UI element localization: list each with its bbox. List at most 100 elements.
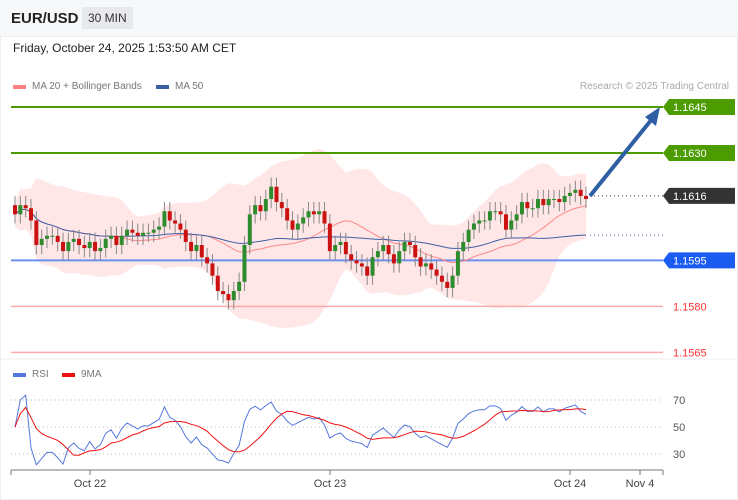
candle xyxy=(167,202,172,230)
candle xyxy=(13,195,17,224)
candle xyxy=(109,226,114,249)
candle xyxy=(514,205,519,230)
candle-body xyxy=(562,195,567,203)
candle-body xyxy=(333,245,338,252)
legend-ma20-label: MA 20 + Bollinger Bands xyxy=(32,81,142,92)
candle xyxy=(397,241,402,273)
candle xyxy=(130,220,135,242)
rsi-line xyxy=(14,394,587,466)
candle-body xyxy=(439,275,444,282)
candle-body xyxy=(535,199,540,209)
candle xyxy=(87,232,92,258)
candle xyxy=(98,238,103,261)
candle xyxy=(429,254,434,279)
candle-body xyxy=(434,269,439,276)
resistance-label: 1.1645 xyxy=(673,102,707,114)
candle-body xyxy=(183,229,188,242)
candle-body xyxy=(327,223,332,252)
candle xyxy=(66,232,71,261)
candle-body xyxy=(98,248,103,252)
pivot-label: 1.1595 xyxy=(673,255,707,267)
candle-body xyxy=(130,229,135,233)
candle-body xyxy=(61,241,66,252)
candle-body xyxy=(55,235,60,242)
candle xyxy=(482,211,487,230)
candle xyxy=(226,284,231,310)
candle-body xyxy=(429,263,434,270)
candle-body xyxy=(573,189,578,193)
candle xyxy=(455,241,460,285)
candle xyxy=(39,229,44,255)
candle xyxy=(423,254,428,276)
legend-ma50: MA 50 xyxy=(156,81,203,92)
candle xyxy=(162,202,167,236)
candle xyxy=(55,226,60,252)
candle-body xyxy=(274,186,279,203)
candle xyxy=(61,232,66,261)
candle-body xyxy=(109,235,114,239)
candle xyxy=(498,202,503,224)
candle xyxy=(23,195,28,218)
candle-body xyxy=(125,229,130,236)
candle xyxy=(466,220,471,252)
target-arrow xyxy=(588,117,654,198)
candle xyxy=(194,235,199,261)
candle xyxy=(135,223,140,246)
rsi-ma-line xyxy=(14,406,587,456)
candle-body xyxy=(343,241,348,255)
candle xyxy=(567,183,572,206)
candle xyxy=(562,186,567,212)
candle-body xyxy=(157,226,162,230)
timeframe-button[interactable]: 30 MIN xyxy=(82,7,133,29)
candle-body xyxy=(349,254,354,261)
candle-body xyxy=(530,208,535,210)
candle xyxy=(205,248,210,273)
support-label: 1.1565 xyxy=(673,347,707,359)
candle-body xyxy=(151,229,156,233)
candle-body xyxy=(567,192,572,196)
candle-body xyxy=(365,266,370,276)
candle-body xyxy=(119,235,124,246)
header-bar: EUR/USD 30 MIN xyxy=(0,0,738,37)
candle xyxy=(279,192,284,218)
candle xyxy=(141,223,146,246)
candle-body xyxy=(87,241,92,249)
candle-body xyxy=(386,245,391,255)
candle xyxy=(157,217,162,239)
candle xyxy=(333,235,338,261)
candle-body xyxy=(503,214,508,230)
candle xyxy=(338,232,343,255)
candle-body xyxy=(317,211,322,215)
candle-body xyxy=(231,291,236,301)
legend-rsi-ma: 9MA xyxy=(62,369,102,380)
ma20-swatch-icon xyxy=(13,84,26,89)
candle-body xyxy=(215,275,220,292)
candle-body xyxy=(194,245,199,252)
candle-body xyxy=(322,211,327,224)
x-tick-label: Oct 24 xyxy=(554,478,586,490)
symbol-title: EUR/USD xyxy=(11,10,79,27)
legend-rsi-ma-label: 9MA xyxy=(81,369,102,380)
candle xyxy=(178,214,183,239)
legend-ma50-label: MA 50 xyxy=(175,81,204,92)
candle xyxy=(530,199,535,218)
candle xyxy=(407,232,412,255)
candle-body xyxy=(413,245,418,258)
candle-body xyxy=(29,208,34,221)
ma50-swatch-icon xyxy=(156,84,169,89)
candle-body xyxy=(242,245,247,282)
candle-body xyxy=(423,263,428,267)
candle xyxy=(503,205,508,239)
candle xyxy=(573,180,578,203)
candle xyxy=(525,192,530,218)
candle xyxy=(322,202,327,233)
candle xyxy=(199,235,204,267)
candle xyxy=(173,211,178,233)
candle-body xyxy=(584,195,588,200)
candle xyxy=(365,257,370,285)
legend-rsi: RSI xyxy=(13,369,49,380)
candle xyxy=(274,177,279,212)
candle-body xyxy=(210,263,215,276)
candle-body xyxy=(338,241,343,246)
